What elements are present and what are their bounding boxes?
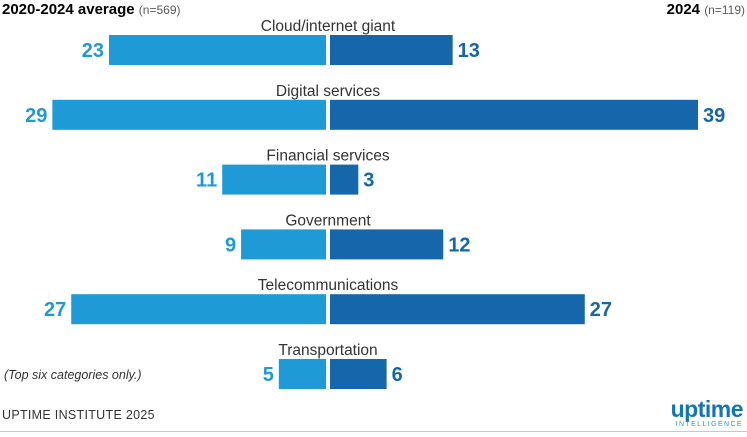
category-label-telecommunications: Telecommunications: [258, 277, 399, 294]
right-series-title: 2024: [666, 1, 701, 18]
left-series-header: 2020-2024 average (n=569): [2, 0, 181, 20]
right-series-sample-size: (n=119): [704, 3, 745, 17]
value-label-left-telecommunications: 27: [44, 299, 66, 321]
bar-right-government: [330, 229, 444, 260]
category-label-cloud-internet-giant: Cloud/internet giant: [261, 18, 396, 35]
bar-left-government: [241, 229, 326, 260]
uptime-logo: uptime INTELLIGENCE: [670, 396, 744, 429]
left-series-sample-size: (n=569): [138, 3, 181, 17]
category-label-financial-services: Financial services: [266, 148, 389, 165]
bar-left-digital-services: [52, 99, 326, 130]
logo-wordmark: uptime: [670, 396, 744, 422]
right-series-header: 2024 (n=119): [667, 0, 745, 20]
value-label-left-government: 9: [225, 234, 236, 256]
bar-left-financial-services: [222, 164, 326, 195]
value-label-left-cloud-internet-giant: 23: [82, 40, 104, 62]
logo-subtitle: INTELLIGENCE: [675, 421, 743, 428]
bar-left-telecommunications: [71, 294, 326, 325]
footnote: (Top six categories only.): [4, 368, 142, 382]
bar-left-cloud-internet-giant: [108, 35, 326, 65]
category-label-transportation: Transportation: [278, 342, 377, 359]
value-label-left-digital-services: 29: [25, 105, 47, 127]
left-series-title: 2020-2024 average: [2, 1, 135, 18]
bar-right-digital-services: [330, 99, 698, 130]
category-label-government: Government: [285, 212, 371, 229]
value-label-right-government: 12: [448, 234, 470, 256]
bar-right-transportation: [330, 359, 387, 389]
value-label-right-cloud-internet-giant: 13: [458, 40, 480, 62]
bar-left-transportation: [278, 359, 326, 389]
source-credit: UPTIME INSTITUTE 2025: [2, 408, 155, 422]
bar-right-financial-services: [330, 164, 359, 195]
bottom-divider: [0, 431, 747, 432]
bar-right-cloud-internet-giant: [330, 35, 453, 65]
value-label-right-telecommunications: 27: [590, 299, 612, 321]
value-label-right-transportation: 6: [392, 364, 403, 386]
value-label-left-transportation: 5: [263, 364, 274, 386]
value-label-right-financial-services: 3: [363, 170, 374, 192]
value-label-right-digital-services: 39: [703, 105, 725, 127]
category-label-digital-services: Digital services: [276, 83, 380, 100]
value-label-left-financial-services: 11: [196, 170, 217, 192]
bar-right-telecommunications: [330, 294, 585, 325]
